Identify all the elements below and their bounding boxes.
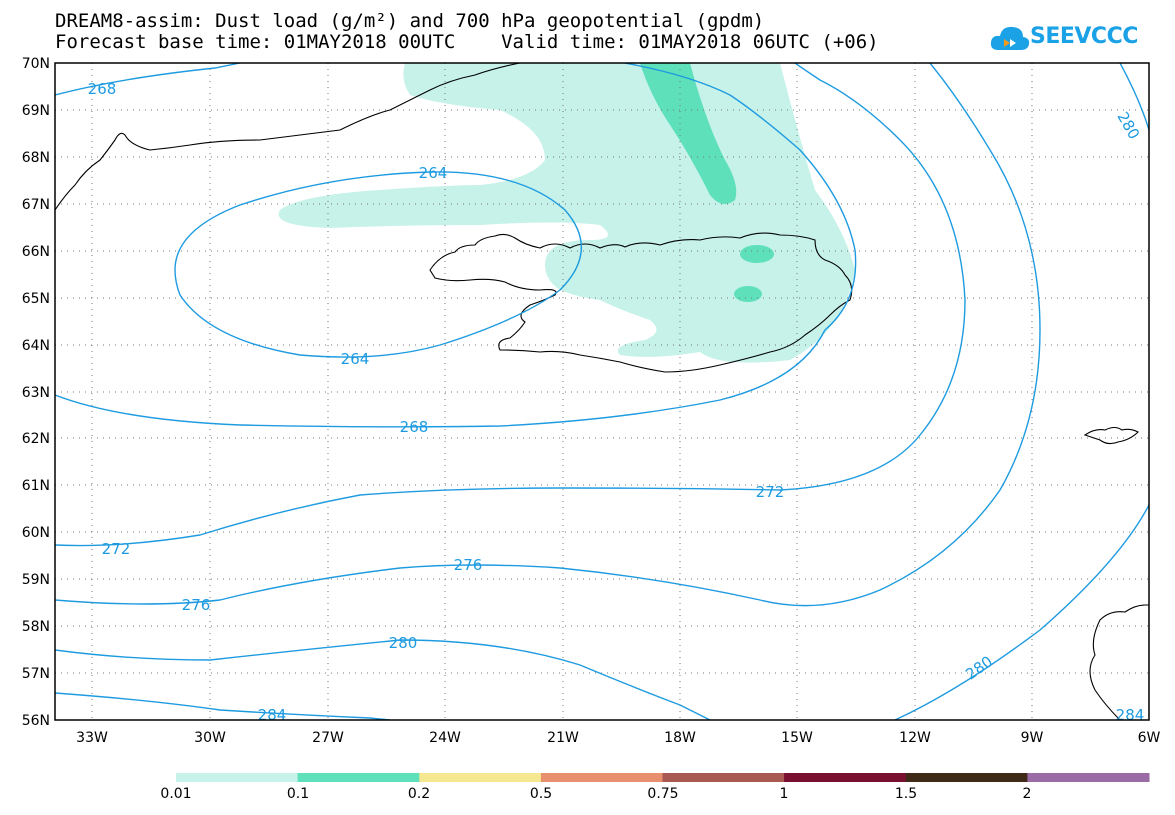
contour-label: 280 (1113, 109, 1143, 143)
colorbar-label: 1 (780, 786, 789, 802)
lon-label: 18W (664, 730, 696, 746)
lat-label: 60N (22, 525, 50, 541)
seevccc-logo: SEEVCCC (990, 18, 1140, 58)
logo-text: SEEVCCC (1030, 24, 1138, 49)
lat-label: 67N (22, 197, 50, 213)
graticule (55, 63, 1149, 720)
lat-label: 63N (22, 385, 50, 401)
contour-label: 280 (389, 634, 418, 652)
lon-label: 9W (1021, 730, 1044, 746)
cloud-icon (990, 26, 1030, 50)
contour-label: 284 (1116, 706, 1145, 724)
lon-label: 21W (547, 730, 579, 746)
colorbar (176, 773, 1150, 782)
lat-label: 70N (22, 56, 50, 72)
lon-label: 12W (899, 730, 931, 746)
longitude-labels: 33W 30W 27W 24W 21W 18W 15W 12W 9W 6W (76, 730, 1160, 746)
lat-label: 57N (22, 666, 50, 682)
lon-label: 6W (1138, 730, 1161, 746)
geopotential-contours (55, 63, 1149, 720)
lat-label: 56N (22, 713, 50, 729)
lon-label: 30W (194, 730, 226, 746)
contour-label: 276 (182, 596, 211, 614)
colorbar-swatch (784, 773, 907, 782)
colorbar-swatch (419, 773, 542, 782)
lon-label: 27W (312, 730, 344, 746)
contour-label: 272 (756, 483, 785, 501)
map-subtitle: Forecast base time: 01MAY2018 00UTC Vali… (55, 31, 879, 53)
colorbar-swatch (1027, 773, 1150, 782)
lat-label: 62N (22, 431, 50, 447)
colorbar-swatch (297, 773, 420, 782)
colorbar-swatch (176, 773, 299, 782)
colorbar-label: 0.01 (160, 786, 191, 802)
colorbar-swatch (905, 773, 1028, 782)
lon-label: 33W (76, 730, 108, 746)
contour-label: 272 (102, 540, 131, 558)
contour-label: 268 (88, 80, 117, 98)
lat-label: 58N (22, 619, 50, 635)
lat-label: 59N (22, 572, 50, 588)
lat-label: 66N (22, 244, 50, 260)
colorbar-label: 2 (1023, 786, 1032, 802)
colorbar-label: 0.75 (647, 786, 678, 802)
colorbar-labels: 0.01 0.1 0.2 0.5 0.75 1 1.5 2 (160, 786, 1031, 802)
lat-label: 61N (22, 478, 50, 494)
lat-label: 64N (22, 338, 50, 354)
colorbar-label: 1.5 (895, 786, 917, 802)
contour-label: 276 (454, 556, 483, 574)
contour-label: 264 (419, 164, 448, 182)
lon-label: 24W (429, 730, 461, 746)
map-frame (54, 62, 1150, 721)
colorbar-label: 0.1 (287, 786, 309, 802)
colorbar-swatch (662, 773, 785, 782)
colorbar-label: 0.5 (530, 786, 552, 802)
contour-label: 264 (341, 350, 370, 368)
lat-label: 68N (22, 150, 50, 166)
colorbar-swatch (540, 773, 663, 782)
lat-label: 69N (22, 103, 50, 119)
lon-label: 15W (781, 730, 813, 746)
map-title: DREAM8-assim: Dust load (g/m²) and 700 h… (55, 10, 765, 32)
contour-labels: 268 264 264 268 272 272 276 276 280 280 … (88, 80, 1145, 724)
lat-label: 65N (22, 291, 50, 307)
latitude-labels: 70N 69N 68N 67N 66N 65N 64N 63N 62N 61N … (22, 56, 50, 729)
contour-label: 284 (258, 706, 287, 724)
contour-label: 280 (962, 652, 996, 683)
colorbar-label: 0.2 (408, 786, 430, 802)
contour-label: 268 (400, 418, 429, 436)
